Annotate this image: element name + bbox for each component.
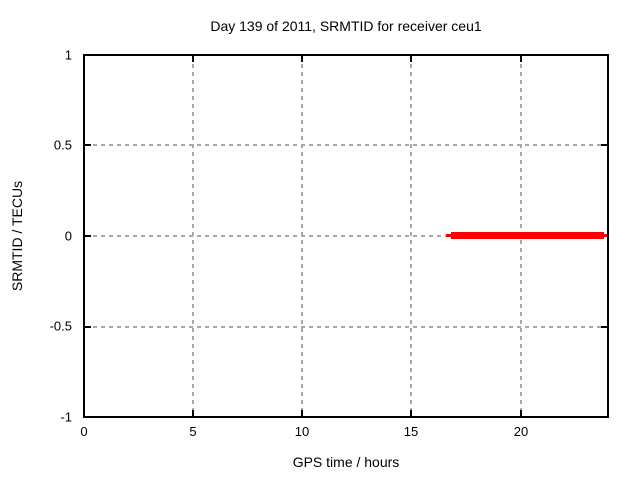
tick-bottom-10 [301,410,303,416]
hgrid--0.5 [85,326,607,328]
tick-bottom-20 [520,410,522,416]
plot-area [83,54,609,418]
x-axis-label: GPS time / hours [292,454,400,470]
y-tick-label-0.5: 0.5 [53,137,72,153]
tick-top-10 [301,56,303,62]
tick-top-20 [520,56,522,62]
series-srmtid-line [451,232,604,239]
x-tick-label-10: 10 [294,424,310,439]
hgrid-0.5 [85,144,607,146]
hgrid-0 [85,235,607,237]
tick-left-0 [85,235,91,237]
y-tick-label-1: 1 [64,47,72,63]
y-tick-label--1: -1 [60,409,72,425]
y-tick-label-0: 0 [64,228,72,244]
tick-right-0.5 [601,144,607,146]
tick-top-5 [192,56,194,62]
x-tick-label-15: 15 [403,424,419,439]
y-tick-label--0.5: -0.5 [49,318,72,334]
x-tick-label-5: 5 [189,424,197,439]
tick-bottom-5 [192,410,194,416]
x-tick-label-0: 0 [80,424,88,439]
tick-bottom-15 [410,410,412,416]
tick-left-0.5 [85,144,91,146]
chart-title: Day 139 of 2011, SRMTID for receiver ceu… [210,18,482,34]
x-tick-label-20: 20 [513,424,529,439]
tick-right--0.5 [601,326,607,328]
tick-left--0.5 [85,326,91,328]
tick-top-15 [410,56,412,62]
